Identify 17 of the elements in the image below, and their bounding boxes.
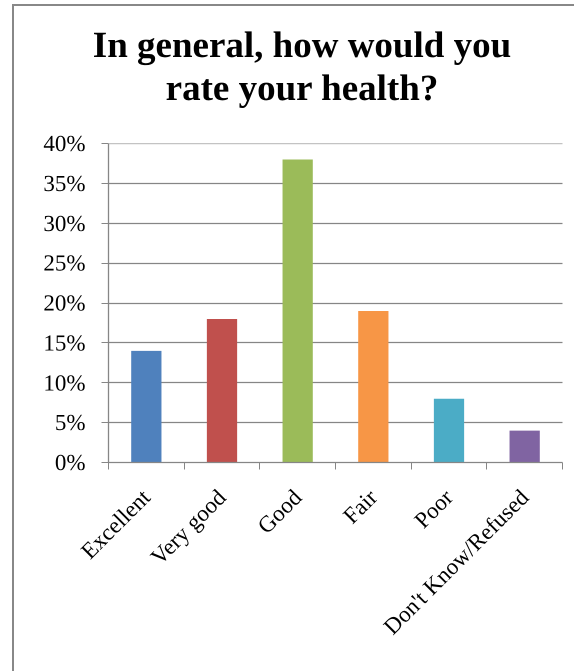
bar xyxy=(206,318,238,462)
bar xyxy=(510,430,540,462)
y-tick-label: 5% xyxy=(54,410,86,436)
bar xyxy=(131,350,162,462)
y-tick-label: 25% xyxy=(43,250,86,276)
y-tick-label: 20% xyxy=(43,290,86,316)
y-tick-label: 0% xyxy=(54,450,86,475)
y-tick-label: 15% xyxy=(43,330,86,356)
bar xyxy=(358,310,388,462)
y-tick-label: 10% xyxy=(43,370,86,396)
y-tick-label: 40% xyxy=(43,131,86,156)
y-tick-label: 35% xyxy=(43,170,86,196)
bar xyxy=(434,398,464,462)
y-tick-label: 30% xyxy=(43,210,86,236)
bar xyxy=(282,159,313,462)
chart-title: In general, how would you rate your health? xyxy=(92,24,512,110)
x-tick-label: Fair xyxy=(338,484,382,529)
